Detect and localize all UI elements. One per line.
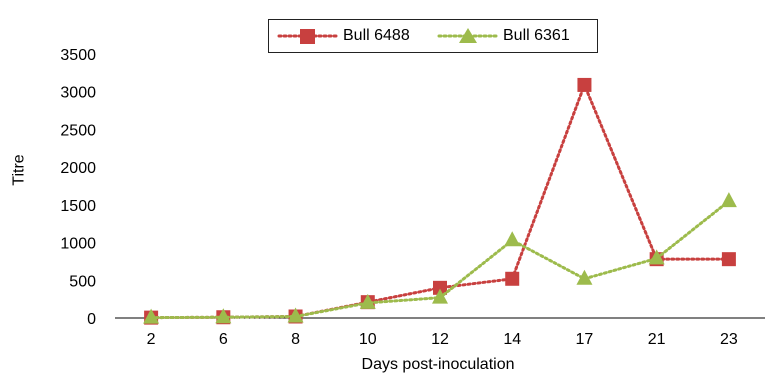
y-tick-label: 1500: [60, 198, 96, 215]
data-point: [504, 231, 521, 247]
legend-swatch-series-1: [277, 29, 339, 44]
data-point: [287, 307, 304, 323]
y-axis-ticks: 0 500 1000 1500 2000 2500 3000 3500: [60, 47, 96, 328]
data-point: [432, 288, 448, 304]
y-tick-label: 3000: [60, 85, 96, 102]
legend-label-series-2: Bull 6361: [503, 27, 570, 44]
legend-swatch-series-2: [437, 28, 499, 43]
legend-label-series-1: Bull 6488: [343, 27, 410, 44]
data-point: [648, 249, 665, 265]
y-tick-label: 0: [87, 311, 96, 328]
x-tick-label: 14: [503, 331, 521, 348]
series-1: [144, 77, 736, 325]
y-axis-title-wrap: Titre: [0, 150, 40, 190]
legend: Bull 6488 Bull 6361: [268, 19, 598, 53]
data-point: [433, 280, 447, 295]
x-tick-label: 17: [576, 331, 594, 348]
y-tick-label: 500: [69, 273, 96, 290]
x-tick-label: 6: [219, 331, 228, 348]
data-point: [720, 192, 737, 208]
y-tick-label: 3500: [60, 47, 96, 64]
y-tick-label: 2500: [60, 122, 96, 139]
x-tick-label: 21: [648, 331, 666, 348]
data-point: [577, 77, 592, 92]
data-point: [721, 252, 736, 267]
x-tick-label: 10: [359, 331, 377, 348]
legend-item-series-2: Bull 6361: [437, 20, 570, 52]
data-point: [215, 308, 232, 324]
legend-item-series-1: Bull 6488: [277, 20, 410, 52]
x-tick-label: 23: [720, 331, 738, 348]
x-axis-ticks: 2 6 8 10 12 14 17 21 23: [147, 331, 738, 348]
data-point: [505, 271, 520, 286]
series-2: [143, 192, 737, 324]
data-point: [143, 308, 160, 324]
series-layer: [143, 77, 737, 325]
data-point: [576, 269, 593, 285]
y-tick-label: 1000: [60, 236, 96, 253]
y-tick-label: 2000: [60, 160, 96, 177]
y-axis-title: Titre: [11, 154, 28, 186]
x-tick-label: 8: [291, 331, 300, 348]
data-point: [359, 293, 376, 309]
x-tick-label: 2: [147, 331, 156, 348]
x-tick-label: 12: [431, 331, 449, 348]
x-axis-title: Days post-inoculation: [361, 356, 515, 373]
